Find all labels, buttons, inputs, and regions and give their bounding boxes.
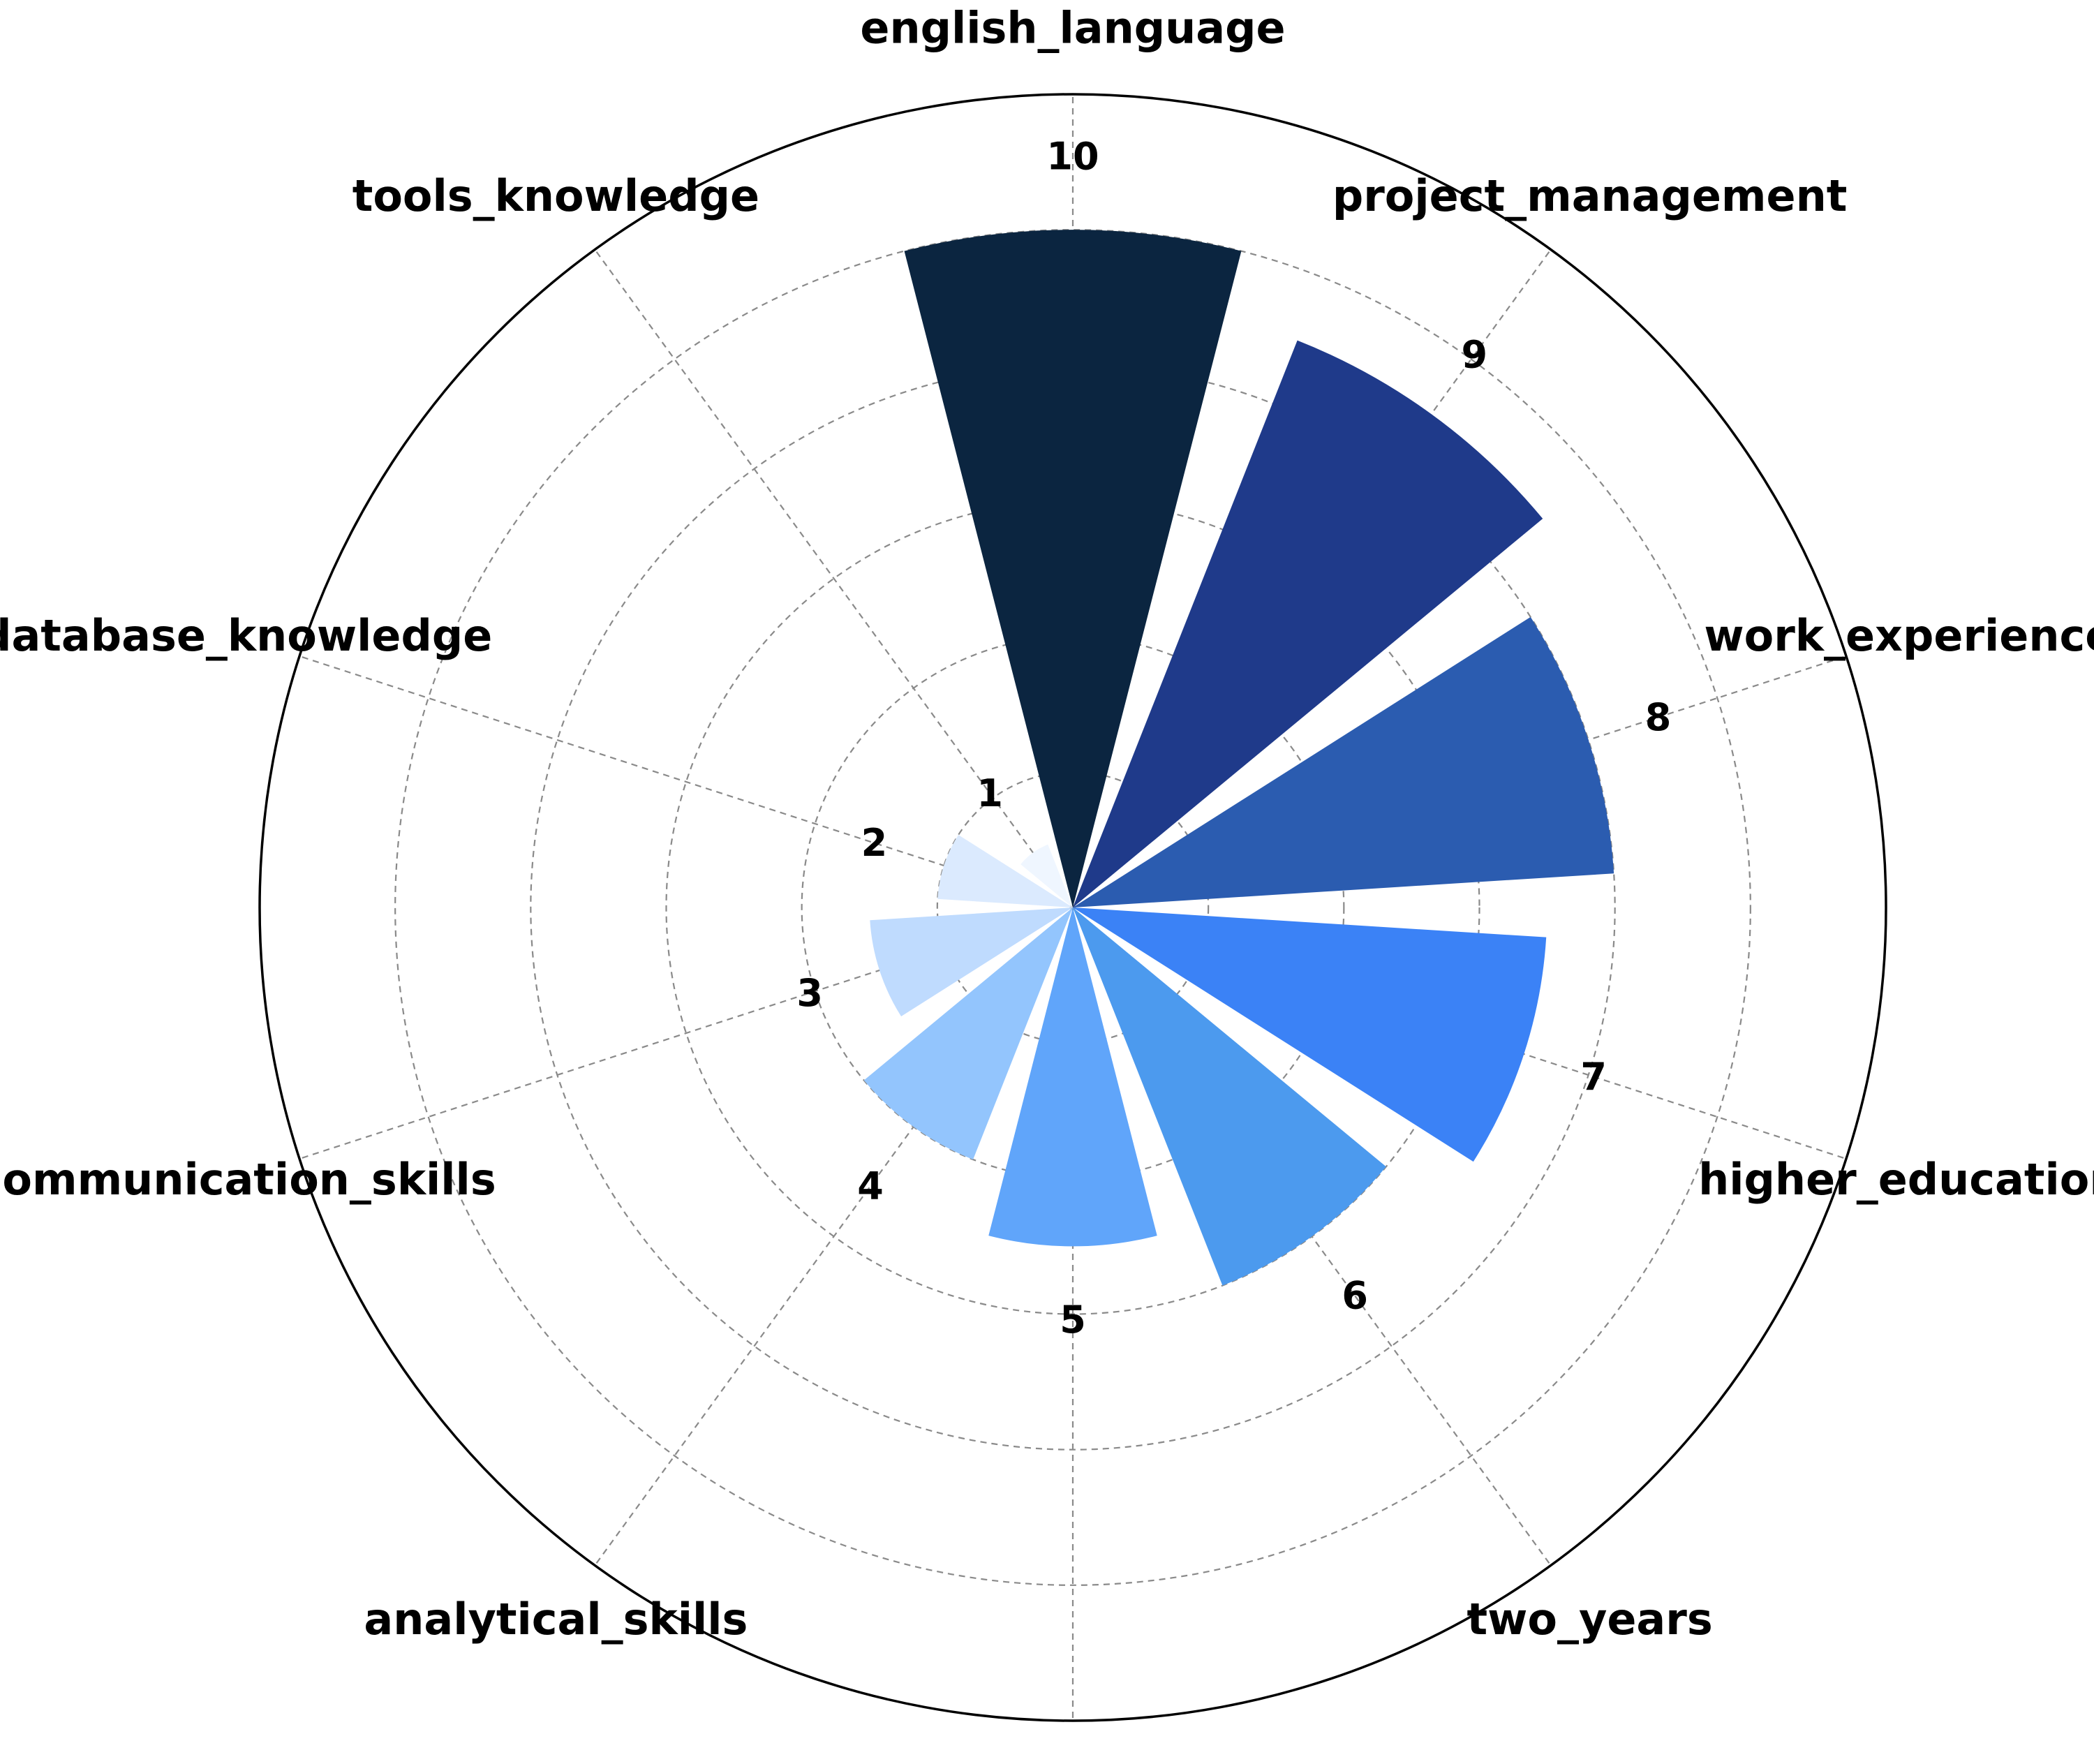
bar-layer [863,230,1614,1286]
category-label-database_knowledge: database_knowledge [0,610,492,661]
category-label-work_experience: work_experience [1704,610,2094,661]
category-label-problem_solving: problem_solving [873,1762,1272,1764]
value-label-english_language: 10 [1046,135,1099,179]
category-label-tools_knowledge: tools_knowledge [352,170,759,221]
bar-project_management [1073,340,1543,907]
bar-work_experience [1073,616,1614,907]
value-label-layer: 10 9 8 7 6 5 4 3 2 1 [796,135,1671,1342]
spoke-line [594,249,1074,908]
category-label-project_management: project_management [1332,170,1848,221]
category-label-communication_skills: communication_skills [0,1154,496,1205]
value-label-communication_skills: 3 [796,971,823,1015]
bar-database_knowledge [937,834,1073,907]
grid-ring-10 [394,229,1751,1586]
category-label-english_language: english_language [860,3,1285,54]
bar-english_language [904,230,1242,908]
bar-tools_knowledge [1020,844,1073,907]
value-label-analytical_skills: 4 [857,1164,884,1208]
bar-analytical_skills [863,907,1073,1160]
category-label-layer: english_language project_management work_e… [0,3,2094,1764]
outer-circle [258,93,1887,1722]
value-label-problem_solving: 5 [1060,1298,1086,1342]
value-label-project_management: 9 [1462,333,1488,377]
category-label-higher_education: higher_education [1698,1154,2094,1205]
category-label-two_years: two_years [1466,1594,1712,1645]
value-label-higher_education: 7 [1580,1055,1607,1099]
bar-problem_solving [988,907,1157,1247]
bar-two_years [1073,907,1386,1286]
value-label-two_years: 6 [1342,1274,1368,1318]
category-label-analytical_skills: analytical_skills [364,1594,748,1645]
bar-communication_skills [870,907,1073,1017]
bar-higher_education [1073,907,1547,1162]
value-label-database_knowledge: 2 [861,821,888,865]
value-label-work_experience: 8 [1645,695,1672,739]
value-label-tools_knowledge: 1 [977,771,1003,815]
